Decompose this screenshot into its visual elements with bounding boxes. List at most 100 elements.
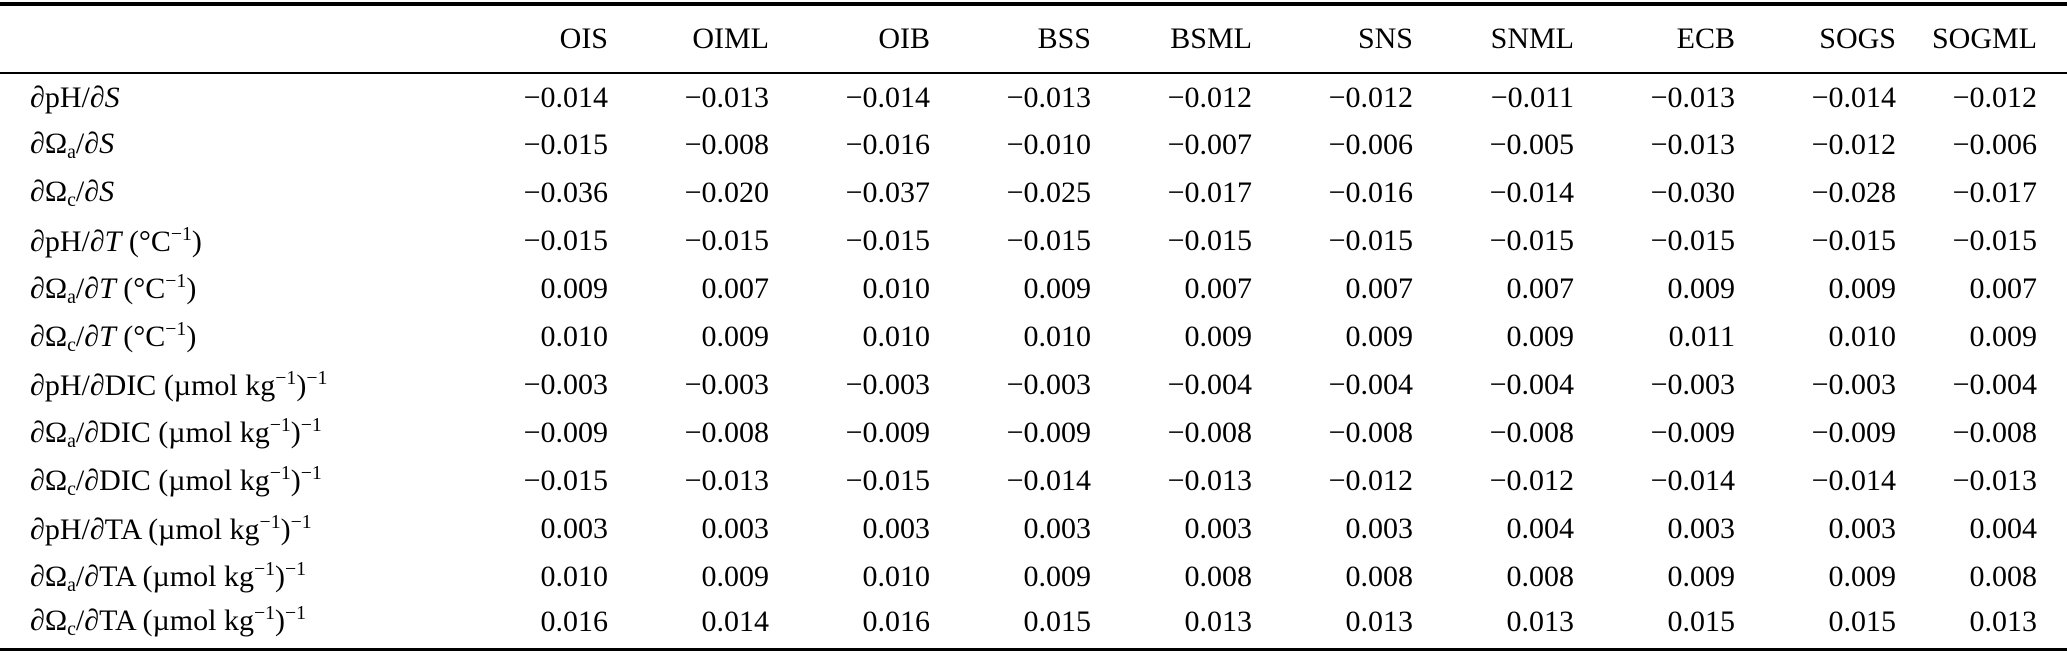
cell-dOmegaC-dS-ecb: −0.030 bbox=[1650, 176, 1735, 209]
cell-dOmegaC-dTA-sogs: 0.015 bbox=[1828, 604, 1897, 638]
cell-dOmegaA-dDIC-oib: −0.009 bbox=[845, 416, 930, 449]
column-header-bsml: BSML bbox=[1101, 4, 1262, 74]
column-header-sns: SNS bbox=[1262, 4, 1423, 74]
cell-dOmegaC-dT-oib: 0.010 bbox=[862, 320, 931, 353]
cell-dpH-dS-ecb: −0.013 bbox=[1650, 80, 1735, 114]
row-label-dOmegaA-dS: ∂Ωa/∂S bbox=[30, 126, 115, 163]
column-header-oiml: OIML bbox=[618, 4, 779, 74]
cell-dpH-dDIC-ecb: −0.003 bbox=[1650, 368, 1735, 401]
cell-dOmegaA-dTA-oiml: 0.009 bbox=[701, 560, 770, 593]
cell-dOmegaA-dS-oiml: −0.008 bbox=[684, 128, 769, 161]
table-row-dpH-dT: ∂pH/∂T (°C−1) −0.015 −0.015 −0.015 −0.015 −0.… bbox=[0, 217, 2067, 265]
cell-dOmegaC-dTA-bsml: 0.013 bbox=[1184, 604, 1253, 638]
cell-dOmegaC-dDIC-sns: −0.012 bbox=[1328, 464, 1413, 497]
cell-dpH-dS-snml: −0.011 bbox=[1490, 80, 1574, 114]
cell-dOmegaC-dS-ois: −0.036 bbox=[523, 176, 608, 209]
cell-dOmegaA-dTA-sns: 0.008 bbox=[1345, 560, 1414, 593]
cell-dOmegaA-dS-bsml: −0.007 bbox=[1167, 128, 1252, 161]
cell-dpH-dDIC-sogml: −0.004 bbox=[1952, 368, 2037, 401]
cell-dpH-dTA-sogs: 0.003 bbox=[1828, 512, 1897, 545]
cell-dpH-dTA-ecb: 0.003 bbox=[1667, 512, 1736, 545]
table-row-dpH-dTA: ∂pH/∂TA (µmol kg−1)−1 0.003 0.003 0.003 0.00… bbox=[0, 505, 2067, 553]
cell-dOmegaC-dDIC-snml: −0.012 bbox=[1489, 464, 1574, 497]
cell-dOmegaA-dT-ois: 0.009 bbox=[540, 272, 609, 305]
cell-dpH-dDIC-oiml: −0.003 bbox=[684, 368, 769, 401]
cell-dpH-dS-oib: −0.014 bbox=[845, 80, 930, 114]
cell-dOmegaC-dT-snml: 0.009 bbox=[1506, 320, 1575, 353]
cell-dOmegaA-dDIC-ecb: −0.009 bbox=[1650, 416, 1735, 449]
table-header: OIS OIML OIB BSS BSML SNS SNML ECB SOGS SOGML bbox=[0, 4, 2067, 74]
cell-dOmegaC-dS-bsml: −0.017 bbox=[1167, 176, 1252, 209]
cell-dOmegaC-dTA-ois: 0.016 bbox=[540, 604, 609, 638]
row-label-dpH-dS: ∂pH/∂S bbox=[30, 80, 120, 114]
cell-dOmegaA-dT-bss: 0.009 bbox=[1023, 272, 1092, 305]
cell-dpH-dTA-ois: 0.003 bbox=[540, 512, 609, 545]
cell-dpH-dT-oiml: −0.015 bbox=[684, 224, 769, 257]
table-body: ∂pH/∂S −0.014 −0.013 −0.014 −0.013 −0.012 −0.0… bbox=[0, 73, 2067, 649]
cell-dOmegaA-dT-ecb: 0.009 bbox=[1667, 272, 1736, 305]
column-header-sogs: SOGS bbox=[1745, 4, 1906, 74]
cell-dpH-dTA-oiml: 0.003 bbox=[701, 512, 770, 545]
cell-dOmegaA-dS-ois: −0.015 bbox=[523, 128, 608, 161]
cell-dOmegaC-dTA-snml: 0.013 bbox=[1506, 604, 1575, 638]
row-label-dpH-dDIC: ∂pH/∂DIC (µmol kg−1)−1 bbox=[30, 367, 328, 402]
cell-dOmegaA-dS-oib: −0.016 bbox=[845, 128, 930, 161]
cell-dOmegaA-dDIC-sogs: −0.009 bbox=[1811, 416, 1896, 449]
cell-dOmegaA-dS-snml: −0.005 bbox=[1489, 128, 1574, 161]
cell-dOmegaA-dTA-ois: 0.010 bbox=[540, 560, 609, 593]
cell-dpH-dT-ecb: −0.015 bbox=[1650, 224, 1735, 257]
cell-dOmegaC-dDIC-sogml: −0.013 bbox=[1952, 464, 2037, 497]
row-label-dOmegaA-dT: ∂Ωa/∂T (°C−1) bbox=[30, 269, 197, 308]
cell-dpH-dS-bsml: −0.012 bbox=[1167, 80, 1252, 114]
cell-dOmegaC-dTA-bss: 0.015 bbox=[1023, 604, 1092, 638]
cell-dOmegaC-dS-oib: −0.037 bbox=[845, 176, 930, 209]
cell-dOmegaC-dT-sns: 0.009 bbox=[1345, 320, 1414, 353]
row-label-dOmegaA-dDIC: ∂Ωa/∂DIC (µmol kg−1)−1 bbox=[30, 413, 322, 452]
cell-dOmegaC-dS-bss: −0.025 bbox=[1006, 176, 1091, 209]
cell-dOmegaC-dS-sogs: −0.028 bbox=[1811, 176, 1896, 209]
cell-dOmegaA-dTA-bsml: 0.008 bbox=[1184, 560, 1253, 593]
corner-cell bbox=[0, 4, 457, 74]
cell-dOmegaA-dTA-oib: 0.010 bbox=[862, 560, 931, 593]
cell-dOmegaA-dS-sogs: −0.012 bbox=[1811, 128, 1896, 161]
table-row-dOmegaC-dS: ∂Ωc/∂S −0.036 −0.020 −0.037 −0.025 −0.017 −0.0… bbox=[0, 169, 2067, 217]
cell-dpH-dTA-bsml: 0.003 bbox=[1184, 512, 1253, 545]
cell-dOmegaC-dTA-oib: 0.016 bbox=[862, 604, 931, 638]
cell-dpH-dDIC-sns: −0.004 bbox=[1328, 368, 1413, 401]
cell-dOmegaC-dT-sogs: 0.010 bbox=[1828, 320, 1897, 353]
cell-dOmegaC-dS-oiml: −0.020 bbox=[684, 176, 769, 209]
cell-dpH-dDIC-oib: −0.003 bbox=[845, 368, 930, 401]
cell-dOmegaA-dDIC-oiml: −0.008 bbox=[684, 416, 769, 449]
row-label-dpH-dTA: ∂pH/∂TA (µmol kg−1)−1 bbox=[30, 511, 312, 546]
table-row-dOmegaA-dTA: ∂Ωa/∂TA (µmol kg−1)−1 0.010 0.009 0.010 0.00… bbox=[0, 553, 2067, 601]
row-label-dOmegaC-dS: ∂Ωc/∂S bbox=[30, 174, 115, 211]
cell-dpH-dTA-sns: 0.003 bbox=[1345, 512, 1414, 545]
cell-dpH-dS-sogs: −0.014 bbox=[1811, 80, 1896, 114]
cell-dOmegaA-dT-sns: 0.007 bbox=[1345, 272, 1414, 305]
cell-dpH-dTA-snml: 0.004 bbox=[1506, 512, 1575, 545]
cell-dOmegaA-dDIC-sns: −0.008 bbox=[1328, 416, 1413, 449]
cell-dpH-dS-sns: −0.012 bbox=[1328, 80, 1413, 114]
cell-dpH-dS-sogml: −0.012 bbox=[1952, 80, 2037, 114]
column-header-ecb: ECB bbox=[1584, 4, 1745, 74]
cell-dpH-dT-oib: −0.015 bbox=[845, 224, 930, 257]
cell-dOmegaA-dT-sogml: 0.007 bbox=[1969, 272, 2038, 305]
cell-dOmegaC-dT-ecb: 0.011 bbox=[1668, 320, 1735, 353]
cell-dpH-dDIC-bsml: −0.004 bbox=[1167, 368, 1252, 401]
cell-dOmegaC-dDIC-oiml: −0.013 bbox=[684, 464, 769, 497]
cell-dpH-dTA-oib: 0.003 bbox=[862, 512, 931, 545]
cell-dpH-dDIC-ois: −0.003 bbox=[523, 368, 608, 401]
cell-dOmegaA-dDIC-bss: −0.009 bbox=[1006, 416, 1091, 449]
cell-dOmegaA-dDIC-bsml: −0.008 bbox=[1167, 416, 1252, 449]
cell-dOmegaC-dT-oiml: 0.009 bbox=[701, 320, 770, 353]
column-header-oib: OIB bbox=[779, 4, 940, 74]
row-label-dOmegaC-dDIC: ∂Ωc/∂DIC (µmol kg−1)−1 bbox=[30, 461, 322, 500]
cell-dpH-dT-sogs: −0.015 bbox=[1811, 224, 1896, 257]
cell-dOmegaC-dDIC-bsml: −0.013 bbox=[1167, 464, 1252, 497]
cell-dOmegaA-dDIC-ois: −0.009 bbox=[523, 416, 608, 449]
cell-dpH-dT-bsml: −0.015 bbox=[1167, 224, 1252, 257]
column-header-ois: OIS bbox=[457, 4, 618, 74]
cell-dOmegaC-dDIC-oib: −0.015 bbox=[845, 464, 930, 497]
cell-dOmegaA-dS-ecb: −0.013 bbox=[1650, 128, 1735, 161]
